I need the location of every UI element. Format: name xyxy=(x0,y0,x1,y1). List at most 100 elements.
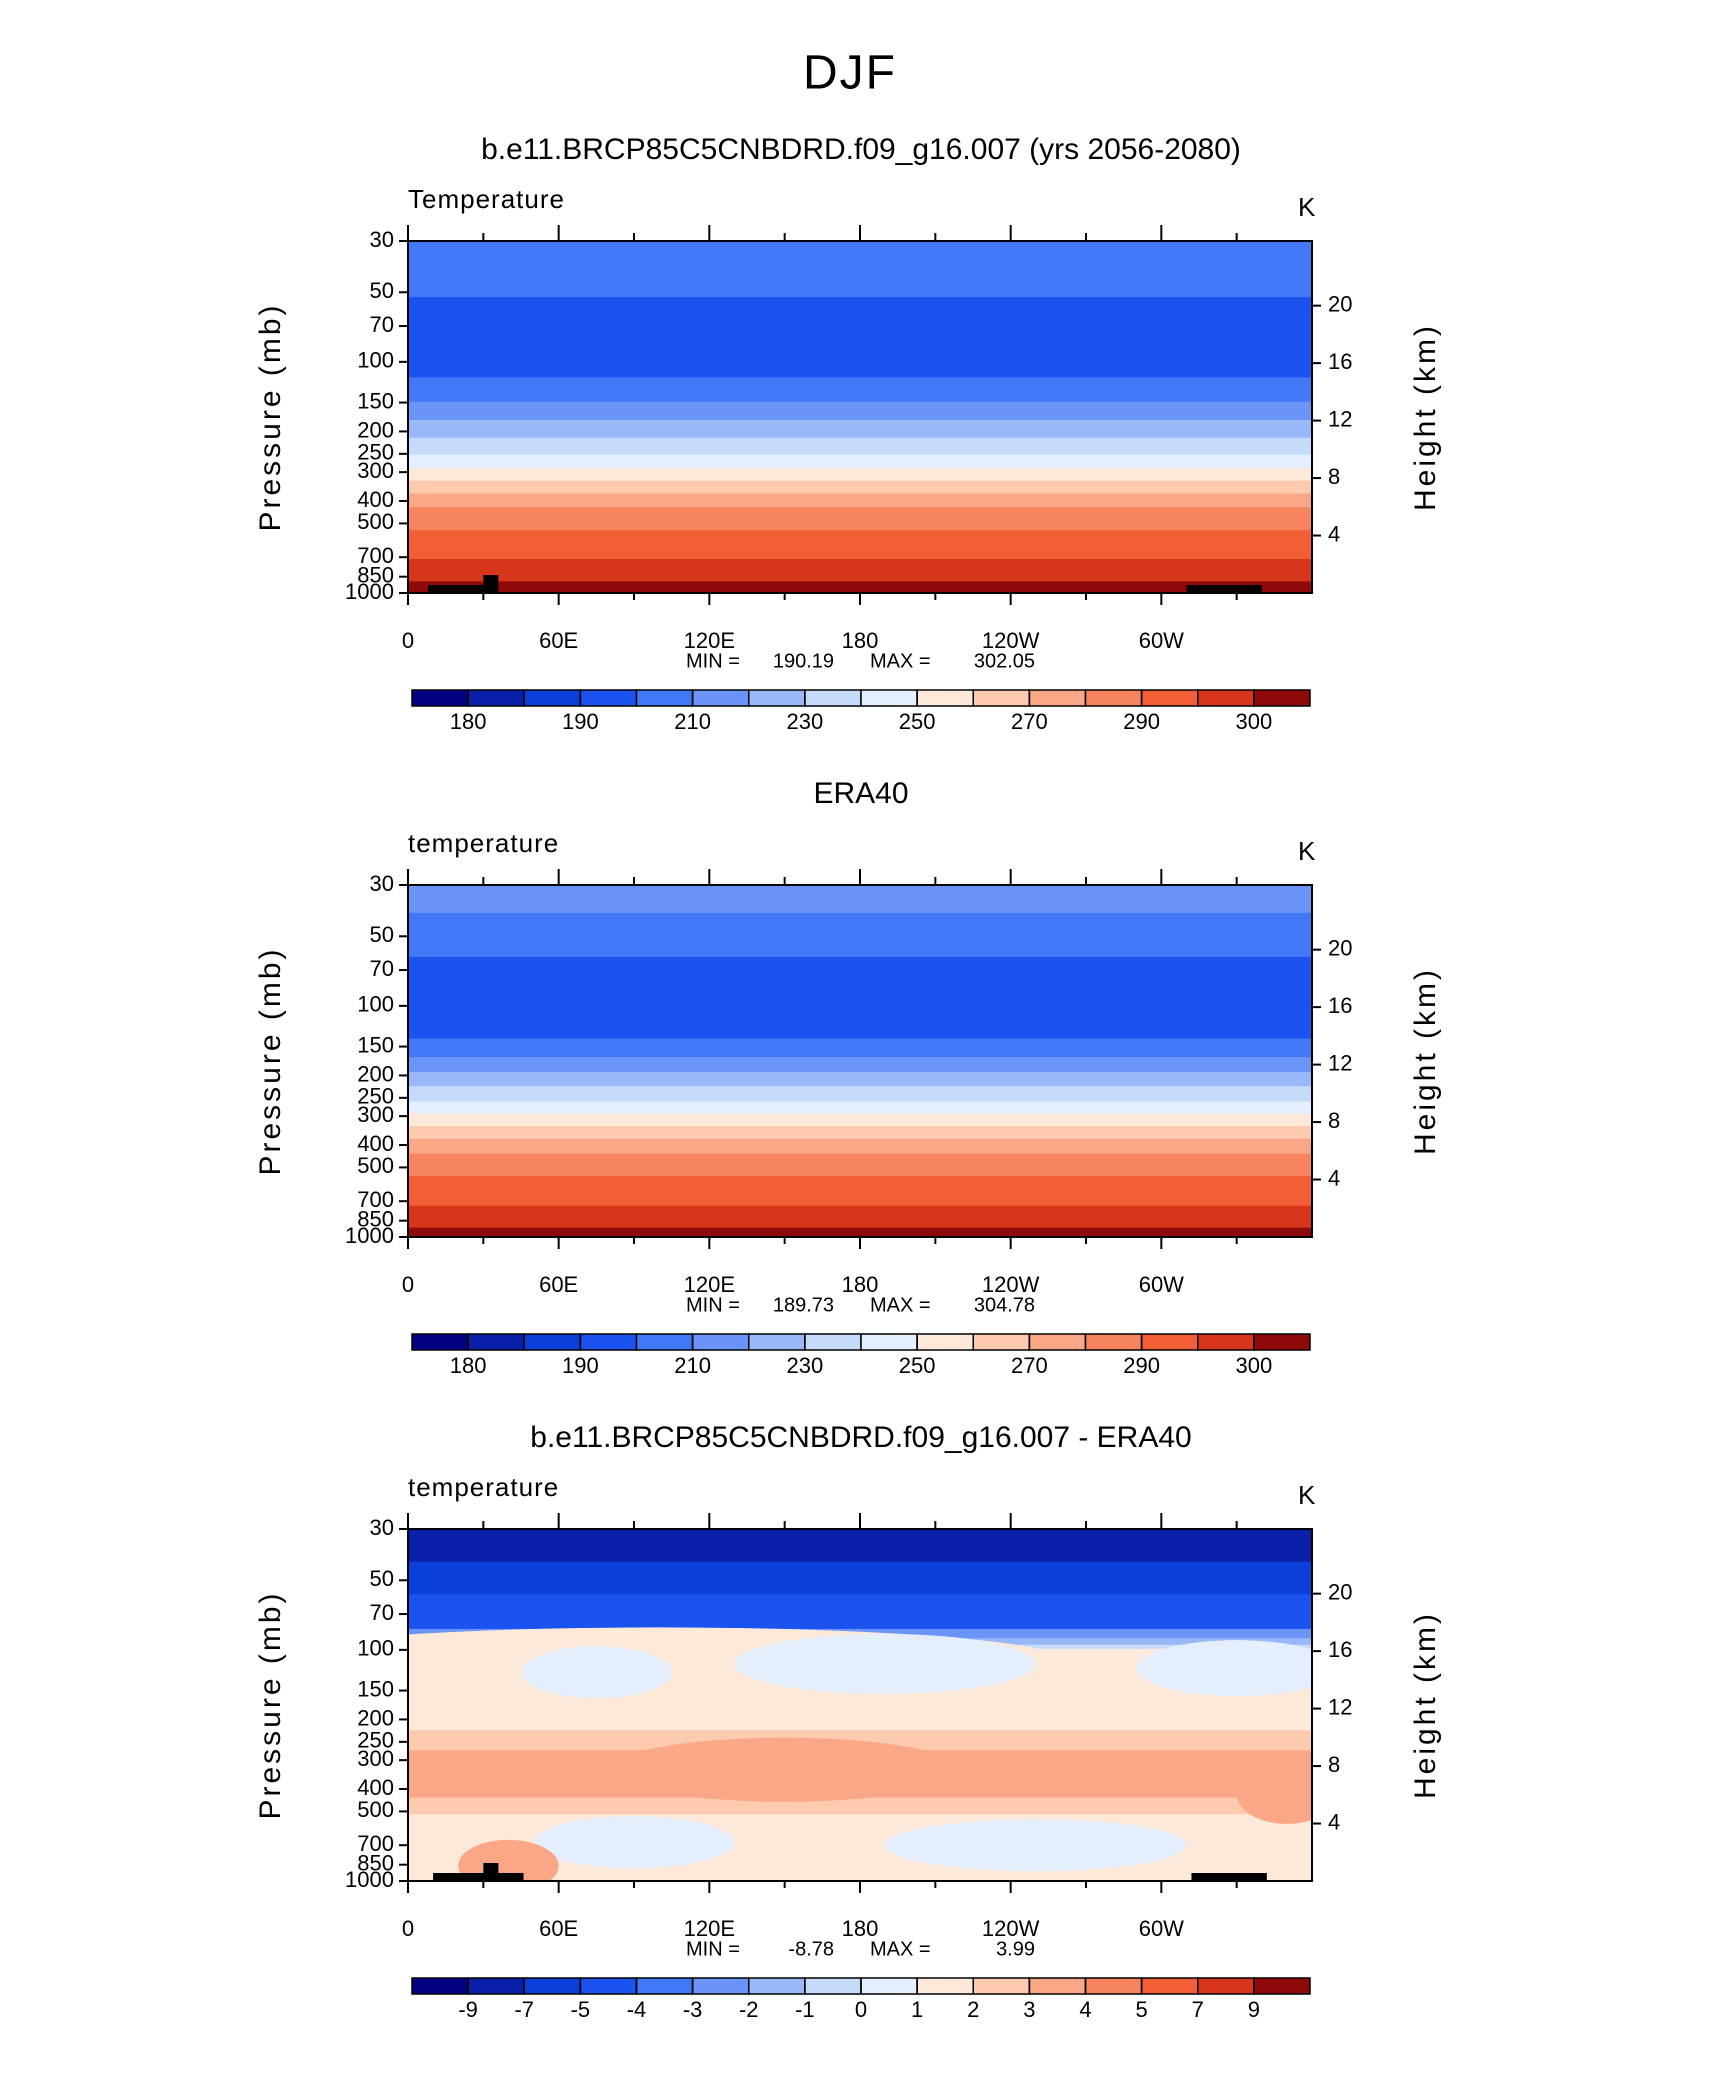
colorbar-box xyxy=(916,1333,974,1351)
colorbar-label: -4 xyxy=(627,1997,647,2022)
y-tick-label: 150 xyxy=(357,1676,394,1701)
colorbar-box xyxy=(635,689,694,707)
contour-band xyxy=(408,581,1312,593)
colorbar-box xyxy=(860,689,918,707)
colorbar-label: 1 xyxy=(911,1997,923,2022)
y2-axis-title: Height (km) xyxy=(1409,967,1442,1155)
x-tick-label: 60W xyxy=(1139,1272,1184,1297)
topography xyxy=(483,575,499,593)
colorbar-label: 290 xyxy=(1123,709,1160,734)
colorbar-label: 250 xyxy=(899,1353,936,1378)
colorbar-box xyxy=(1140,1977,1199,1995)
y-tick-label: 300 xyxy=(357,1746,394,1771)
left-label: temperature xyxy=(408,828,559,858)
colorbar-box xyxy=(860,1977,918,1995)
topography xyxy=(1191,1873,1267,1881)
y2-tick-label: 8 xyxy=(1328,1108,1340,1133)
x-tick-label: 0 xyxy=(402,628,414,653)
colorbar-box xyxy=(1084,689,1143,707)
y-tick-label: 700 xyxy=(357,1187,394,1212)
colorbar-label: 2 xyxy=(967,1997,979,2022)
y-tick-label: 700 xyxy=(357,543,394,568)
x-tick-label: 0 xyxy=(402,1272,414,1297)
y-tick-label: 50 xyxy=(370,278,394,303)
colorbar-box xyxy=(748,1333,806,1351)
y-tick-label: 400 xyxy=(357,487,394,512)
contour-band xyxy=(408,885,1312,915)
colorbar-label: 250 xyxy=(899,709,936,734)
contour-band xyxy=(408,956,1312,1041)
x-tick-label: 180 xyxy=(842,1272,879,1297)
colorbar-box xyxy=(748,689,806,707)
colorbar-box xyxy=(972,1977,1031,1995)
contour-band xyxy=(408,1038,1312,1059)
y2-tick-label: 12 xyxy=(1328,1694,1352,1719)
colorbar-label: -2 xyxy=(739,1997,759,2022)
contour-band xyxy=(408,912,1312,959)
max-value: 304.78 xyxy=(974,1294,1035,1316)
contour-band xyxy=(408,401,1312,422)
y-tick-label: 50 xyxy=(370,922,394,947)
colorbar-box xyxy=(804,1333,862,1351)
x-tick-label: 180 xyxy=(842,1916,879,1941)
min-value: 189.73 xyxy=(773,1294,834,1316)
colorbar-box xyxy=(1140,689,1199,707)
y-tick-label: 300 xyxy=(357,458,394,483)
colorbar-label: 300 xyxy=(1236,709,1273,734)
contour-patch xyxy=(734,1633,1036,1694)
colorbar-box xyxy=(1028,1333,1087,1351)
y2-tick-label: 20 xyxy=(1328,291,1352,316)
max-label: MAX = xyxy=(870,1294,931,1316)
colorbar-box xyxy=(1140,1333,1199,1351)
y-tick-label: 250 xyxy=(357,440,394,465)
colorbar-box xyxy=(411,689,469,707)
contour-band xyxy=(408,454,1312,470)
contour-patch xyxy=(1136,1640,1312,1697)
colorbar-box xyxy=(972,1333,1031,1351)
colorbar-box xyxy=(579,1977,638,1995)
y2-tick-label: 4 xyxy=(1328,1165,1340,1190)
y-tick-label: 500 xyxy=(357,1797,394,1822)
right-label: K xyxy=(1298,1480,1316,1510)
x-tick-label: 120W xyxy=(982,1916,1040,1941)
y-tick-label: 1000 xyxy=(345,579,394,604)
contour-band xyxy=(408,1797,1312,1817)
min-label: MIN = xyxy=(686,1294,740,1316)
contour-band xyxy=(408,507,1312,533)
y-tick-label: 400 xyxy=(357,1775,394,1800)
min-label: MIN = xyxy=(686,1938,740,1960)
contour-field xyxy=(408,1529,1312,1881)
colorbar-box xyxy=(467,689,525,707)
max-value: 3.99 xyxy=(996,1938,1035,1960)
colorbar-label: 270 xyxy=(1011,709,1048,734)
x-tick-label: 60E xyxy=(539,1272,578,1297)
y-axis-title: Pressure (mb) xyxy=(254,1590,287,1819)
contour-band xyxy=(408,1056,1312,1074)
contour-band xyxy=(408,1175,1312,1208)
x-tick-label: 120W xyxy=(982,628,1040,653)
contour-band xyxy=(408,419,1312,440)
colorbar-box xyxy=(748,1977,806,1995)
x-tick-label: 120W xyxy=(982,1272,1040,1297)
colorbar-label: -9 xyxy=(458,1997,478,2022)
colorbar-label: 9 xyxy=(1248,1997,1260,2022)
y-tick-label: 500 xyxy=(357,1153,394,1178)
y2-tick-label: 12 xyxy=(1328,406,1352,431)
y-tick-label: 250 xyxy=(357,1084,394,1109)
topography xyxy=(433,1873,524,1881)
max-value: 302.05 xyxy=(974,650,1035,672)
contour-band xyxy=(408,1101,1312,1116)
max-label: MAX = xyxy=(870,650,931,672)
x-tick-label: 120E xyxy=(684,628,735,653)
colorbar-box xyxy=(411,1977,469,1995)
topography xyxy=(483,1863,499,1881)
contour-band xyxy=(408,1153,1312,1178)
colorbar-label: 210 xyxy=(674,1353,711,1378)
colorbar-box xyxy=(1197,1333,1255,1351)
contour-band xyxy=(408,559,1312,584)
contour-patch xyxy=(533,1816,735,1869)
y2-tick-label: 12 xyxy=(1328,1050,1352,1075)
y-tick-label: 200 xyxy=(357,417,394,442)
colorbar-box xyxy=(1253,1977,1311,1995)
